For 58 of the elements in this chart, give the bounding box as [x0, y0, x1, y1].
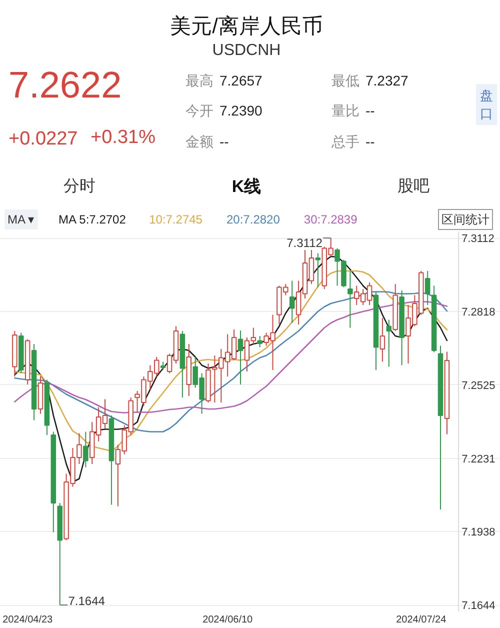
line-series	[14, 301, 448, 414]
text: --	[366, 134, 376, 150]
text: MA 5:7.2702	[58, 212, 126, 226]
candlestick	[386, 319, 392, 368]
candlestick	[108, 415, 114, 506]
text: 7.2622	[8, 64, 122, 106]
x-tick-label: 2024/06/10	[202, 614, 254, 626]
candlestick	[186, 344, 192, 396]
candlestick	[180, 330, 186, 398]
text: 7.2327	[366, 72, 409, 88]
text: 总手	[330, 134, 360, 150]
text: 30:7.2839	[304, 212, 358, 226]
y-tick-label: 7.2818	[462, 306, 496, 318]
annotation: 7.3112	[286, 236, 323, 250]
text: 区间统计	[442, 212, 490, 226]
y-tick-label: 7.3112	[462, 233, 494, 245]
text: +0.31%	[90, 127, 156, 148]
candlestick	[373, 292, 379, 370]
y-tick-label: 7.1938	[462, 526, 496, 538]
chart-subtitle: USDCNH	[212, 42, 281, 59]
text: 股吧	[398, 178, 430, 195]
text: 7.2390	[220, 102, 263, 118]
text: +0.0227	[8, 128, 78, 150]
text: 7.2657	[220, 72, 263, 88]
annotation: 7.1644	[68, 594, 106, 608]
candlestick	[399, 290, 404, 366]
candlestick	[257, 336, 262, 348]
y-tick-label: 7.2231	[462, 453, 496, 466]
candlestick	[31, 344, 37, 421]
text: K线	[232, 177, 262, 196]
text: --	[220, 134, 230, 150]
candlestick	[238, 330, 244, 385]
y-tick-label: 7.2525	[462, 380, 496, 392]
text: 盘口	[480, 88, 493, 121]
text: 10:7.2745	[149, 212, 203, 226]
candlestick	[380, 318, 386, 362]
candlestick	[424, 270, 430, 306]
text: 最低	[332, 72, 360, 88]
candlestick	[38, 376, 44, 414]
candlestick	[348, 270, 353, 328]
text: 金额	[186, 134, 214, 150]
y-tick-label: 7.1644	[462, 600, 496, 612]
candlestick	[438, 345, 444, 510]
text: 量比	[332, 102, 360, 118]
text: 今开	[186, 102, 214, 118]
text: 20:7.2820	[226, 212, 280, 226]
text: 分时	[64, 177, 96, 195]
line-series	[14, 270, 448, 452]
chart-title: 美元/离岸人民币	[170, 15, 323, 38]
x-tick-label: 2024/07/24	[396, 614, 447, 626]
candlestick	[83, 431, 88, 468]
candlestick	[289, 280, 295, 324]
candlestick	[57, 502, 62, 606]
candlestick	[444, 351, 450, 435]
text: 最高	[186, 72, 214, 88]
x-tick-label: 2024/04/23	[2, 614, 54, 626]
text: --	[366, 102, 376, 118]
legend-title: MA ▾	[8, 212, 34, 226]
